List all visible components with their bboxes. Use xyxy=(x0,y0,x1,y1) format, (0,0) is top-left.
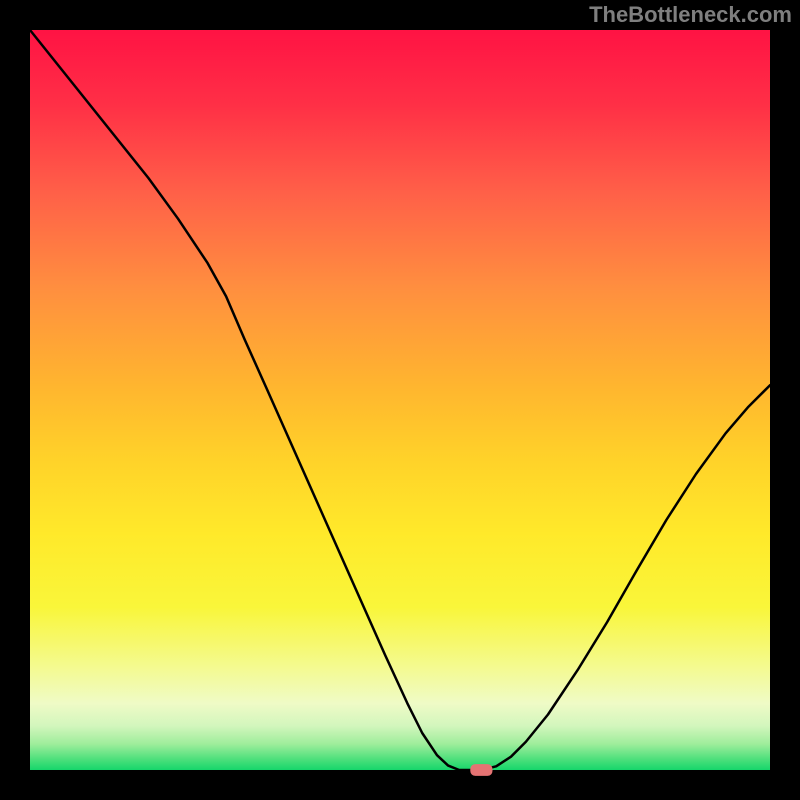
optimum-marker xyxy=(470,764,492,776)
bottleneck-chart xyxy=(0,0,800,800)
plot-background xyxy=(30,30,770,770)
watermark-text: TheBottleneck.com xyxy=(589,2,792,28)
